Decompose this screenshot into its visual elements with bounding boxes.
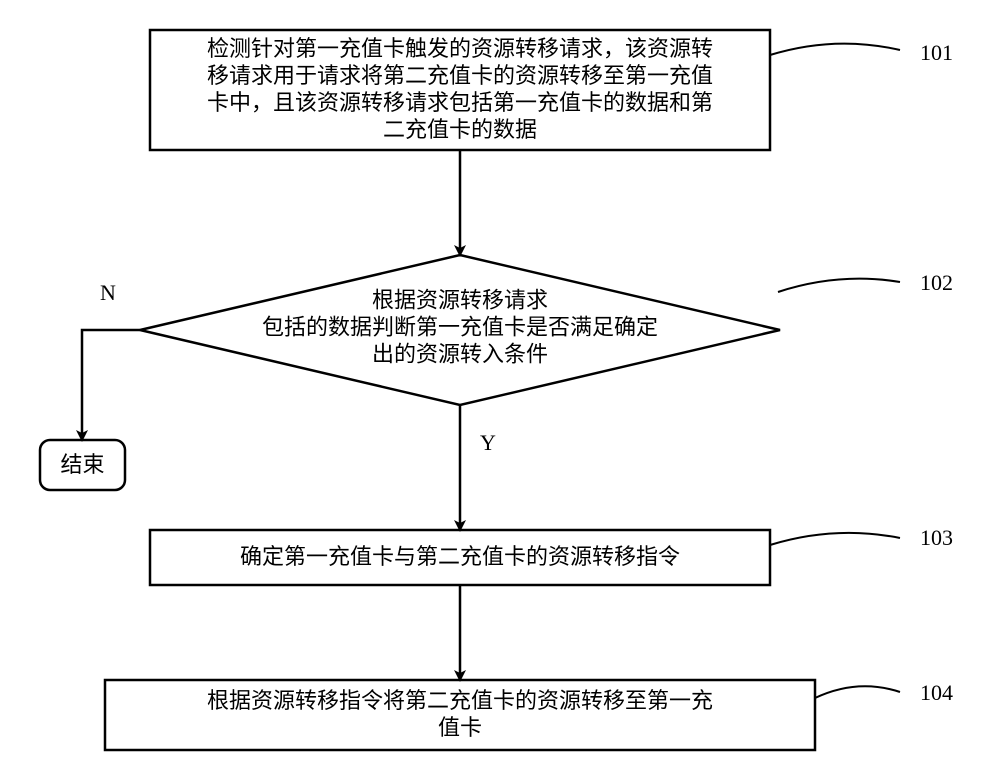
step-label: 101 bbox=[920, 40, 953, 65]
svg-text:卡中，且该资源转移请求包括第一充值卡的数据和第: 卡中，且该资源转移请求包括第一充值卡的数据和第 bbox=[207, 90, 713, 115]
svg-text:结束: 结束 bbox=[60, 452, 104, 477]
leader-line bbox=[778, 279, 900, 292]
svg-text:出的资源转入条件: 出的资源转入条件 bbox=[372, 342, 548, 367]
svg-text:根据资源转移指令将第二充值卡的资源转移至第一充: 根据资源转移指令将第二充值卡的资源转移至第一充 bbox=[207, 688, 713, 713]
edge-label: N bbox=[100, 280, 116, 305]
edge-label: Y bbox=[480, 430, 496, 455]
svg-text:检测针对第一充值卡触发的资源转移请求，该资源转: 检测针对第一充值卡触发的资源转移请求，该资源转 bbox=[207, 36, 713, 61]
svg-text:包括的数据判断第一充值卡是否满足确定: 包括的数据判断第一充值卡是否满足确定 bbox=[262, 315, 658, 340]
svg-text:移请求用于请求将第二充值卡的资源转移至第一充值: 移请求用于请求将第二充值卡的资源转移至第一充值 bbox=[207, 63, 713, 88]
svg-text:二充值卡的数据: 二充值卡的数据 bbox=[383, 117, 537, 142]
svg-text:根据资源转移请求: 根据资源转移请求 bbox=[372, 288, 548, 313]
edge bbox=[82, 330, 140, 440]
leader-line bbox=[815, 686, 900, 698]
step-label: 104 bbox=[920, 680, 953, 705]
leader-line bbox=[770, 44, 900, 55]
step-label: 103 bbox=[920, 525, 953, 550]
svg-text:值卡: 值卡 bbox=[438, 715, 482, 740]
step-label: 102 bbox=[920, 270, 953, 295]
leader-line bbox=[770, 533, 900, 545]
svg-text:确定第一充值卡与第二充值卡的资源转移指令: 确定第一充值卡与第二充值卡的资源转移指令 bbox=[240, 544, 680, 569]
